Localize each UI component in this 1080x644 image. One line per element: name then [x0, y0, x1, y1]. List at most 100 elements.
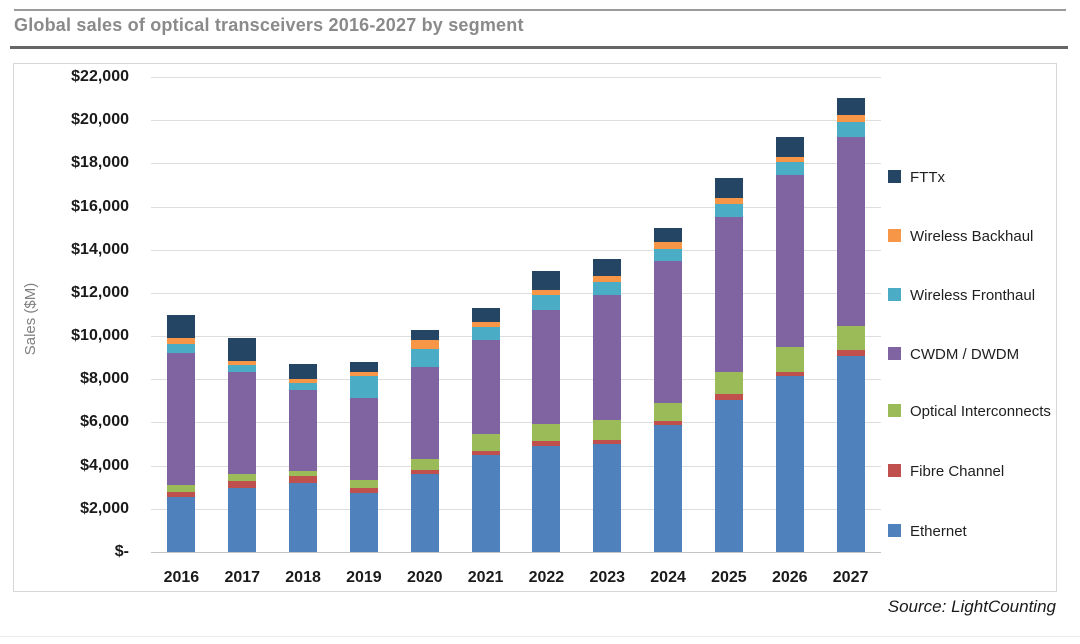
- x-tick-label: 2026: [771, 569, 808, 586]
- x-axis-line: [151, 552, 881, 553]
- legend-label: Optical Interconnects: [910, 403, 1051, 420]
- bar-segment-optical-interconnects-2022: [532, 423, 561, 441]
- bar-segment-ethernet-2026: [775, 376, 804, 552]
- bar-segment-wireless-fronthaul-2027: [836, 122, 865, 138]
- bar-segment-wireless-backhaul-2021: [471, 322, 500, 328]
- bar-segment-wireless-backhaul-2017: [228, 360, 257, 366]
- bar-segment-cwdm-dwdm-2024: [654, 260, 683, 404]
- gridline: [151, 120, 881, 122]
- y-tick-label: $18,000: [71, 154, 129, 172]
- bottom-edge-line: [0, 636, 1080, 637]
- legend-label: Fibre Channel: [910, 463, 1005, 480]
- source-note: Source: LightCounting: [887, 597, 1056, 616]
- bar-segment-optical-interconnects-2024: [654, 403, 683, 422]
- gridline: [151, 508, 881, 510]
- gridline: [151, 249, 881, 251]
- bar-segment-fttx-2025: [714, 178, 743, 198]
- bar-segment-fibre-channel-2025: [714, 394, 743, 400]
- bar-segment-fibre-channel-2027: [836, 350, 865, 356]
- y-tick-label: $20,000: [71, 111, 129, 129]
- bar-segment-fttx-2017: [228, 338, 257, 361]
- bar-segment-wireless-fronthaul-2020: [410, 349, 439, 368]
- bar-segment-fibre-channel-2026: [775, 371, 804, 377]
- bar-segment-wireless-fronthaul-2021: [471, 327, 500, 341]
- bar-segment-wireless-backhaul-2018: [289, 379, 318, 383]
- bar-segment-fttx-2022: [532, 271, 561, 290]
- x-tick-label: 2016: [163, 569, 200, 586]
- gridline: [151, 206, 881, 208]
- title-bottom-rule: [10, 46, 1068, 49]
- bar-segment-optical-interconnects-2027: [836, 326, 865, 351]
- y-axis-title: Sales ($M): [22, 282, 39, 356]
- bar-segment-cwdm-dwdm-2026: [775, 175, 804, 347]
- bar-segment-fibre-channel-2017: [228, 480, 257, 489]
- bar-segment-wireless-fronthaul-2019: [349, 376, 378, 398]
- bar-segment-cwdm-dwdm-2018: [289, 390, 318, 472]
- y-tick-label: $6,000: [80, 413, 129, 431]
- bar-segment-ethernet-2027: [836, 355, 865, 552]
- x-tick-label: 2022: [528, 569, 565, 586]
- legend-swatch: [888, 404, 901, 417]
- bar-segment-wireless-backhaul-2020: [410, 340, 439, 350]
- x-tick-label: 2024: [650, 569, 686, 586]
- bar-segment-cwdm-dwdm-2019: [349, 397, 378, 480]
- legend-swatch: [888, 288, 901, 301]
- legend-swatch: [888, 170, 901, 183]
- bar-segment-wireless-fronthaul-2017: [228, 365, 257, 372]
- bar-segment-wireless-backhaul-2025: [714, 197, 743, 205]
- bar-segment-ethernet-2023: [593, 444, 622, 552]
- bar-segment-optical-interconnects-2026: [775, 346, 804, 372]
- bar-segment-fttx-2023: [593, 259, 622, 276]
- y-tick-label: $4,000: [80, 456, 129, 474]
- legend-label: Wireless Fronthaul: [910, 287, 1036, 304]
- x-tick-label: 2025: [711, 569, 747, 586]
- y-tick-label: $14,000: [71, 240, 129, 258]
- bar-segment-wireless-backhaul-2024: [654, 242, 683, 249]
- bar-segment-fttx-2026: [775, 137, 804, 157]
- bar-segment-ethernet-2018: [289, 482, 318, 552]
- bar-segment-ethernet-2021: [471, 454, 500, 552]
- gridline: [151, 336, 881, 338]
- x-tick-label: 2018: [285, 569, 321, 586]
- bar-segment-optical-interconnects-2025: [714, 371, 743, 395]
- y-tick-label: $2,000: [80, 499, 129, 517]
- legend-label: FTTx: [910, 169, 945, 186]
- bar-segment-cwdm-dwdm-2023: [593, 295, 622, 421]
- bar-segment-wireless-backhaul-2023: [593, 275, 622, 283]
- y-tick-label: $16,000: [71, 197, 129, 215]
- y-tick-label: $-: [114, 543, 129, 560]
- bar-segment-ethernet-2016: [167, 496, 196, 552]
- bar-segment-fibre-channel-2018: [289, 476, 318, 483]
- bar-segment-fibre-channel-2016: [167, 491, 196, 497]
- gridline: [151, 77, 881, 78]
- bar-segment-wireless-backhaul-2016: [167, 338, 196, 344]
- y-tick-label: $8,000: [80, 370, 129, 388]
- bar-segment-fibre-channel-2021: [471, 450, 500, 455]
- bar-segment-cwdm-dwdm-2016: [167, 353, 196, 486]
- bar-segment-optical-interconnects-2017: [228, 474, 257, 481]
- bar-segment-wireless-fronthaul-2024: [654, 248, 683, 261]
- bar-segment-wireless-backhaul-2019: [349, 371, 378, 377]
- legend-swatch: [888, 229, 901, 242]
- bar-segment-fttx-2016: [167, 314, 196, 339]
- bar-segment-wireless-fronthaul-2022: [532, 295, 561, 311]
- bar-segment-ethernet-2017: [228, 488, 257, 552]
- bar-segment-wireless-backhaul-2026: [775, 156, 804, 163]
- bar-segment-ethernet-2020: [410, 474, 439, 552]
- bar-segment-cwdm-dwdm-2017: [228, 371, 257, 475]
- bar-segment-cwdm-dwdm-2020: [410, 367, 439, 460]
- y-tick-label: $10,000: [71, 327, 129, 345]
- title-top-rule: [14, 9, 1066, 11]
- bar-segment-wireless-fronthaul-2018: [289, 382, 318, 391]
- x-tick-label: 2020: [406, 569, 443, 586]
- chart-card: Sales ($M) FTTx Wireless Backhaul Wireless…: [13, 63, 1057, 592]
- gridline: [151, 379, 881, 381]
- bar-segment-optical-interconnects-2018: [289, 471, 318, 477]
- bar-segment-fttx-2024: [654, 228, 683, 243]
- bar-segment-cwdm-dwdm-2025: [714, 217, 743, 372]
- page-title: Global sales of optical transceivers 201…: [14, 15, 524, 35]
- bar-segment-wireless-fronthaul-2025: [714, 204, 743, 218]
- bar-segment-ethernet-2019: [349, 492, 378, 552]
- bar-segment-cwdm-dwdm-2027: [836, 137, 865, 327]
- bar-segment-wireless-fronthaul-2026: [775, 162, 804, 176]
